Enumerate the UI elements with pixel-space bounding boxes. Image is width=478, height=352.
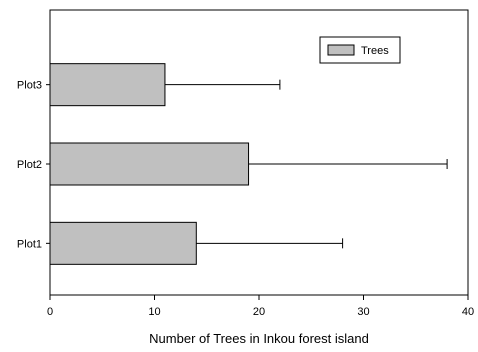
x-tick-label: 10	[148, 306, 160, 318]
y-tick-layer: Plot1 Plot2 Plot3	[17, 80, 50, 251]
legend[interactable]: Trees	[320, 37, 400, 63]
bar-plot3	[50, 64, 165, 106]
x-tick-label: 30	[357, 306, 369, 318]
x-axis-label: Number of Trees in Inkou forest island	[149, 331, 369, 346]
x-tick-label: 40	[462, 306, 474, 318]
y-tick-label: Plot2	[17, 159, 42, 171]
legend-label: Trees	[361, 45, 389, 57]
x-tick-label: 0	[47, 306, 53, 318]
x-tick-label: 20	[253, 306, 265, 318]
y-tick-label: Plot3	[17, 80, 42, 92]
x-tick-layer: 0 10 20 30 40	[47, 295, 474, 318]
y-tick-label: Plot1	[17, 238, 42, 250]
bars-layer	[50, 64, 249, 265]
legend-swatch	[328, 45, 354, 55]
bar-plot2	[50, 143, 249, 185]
bar-plot1	[50, 222, 196, 264]
